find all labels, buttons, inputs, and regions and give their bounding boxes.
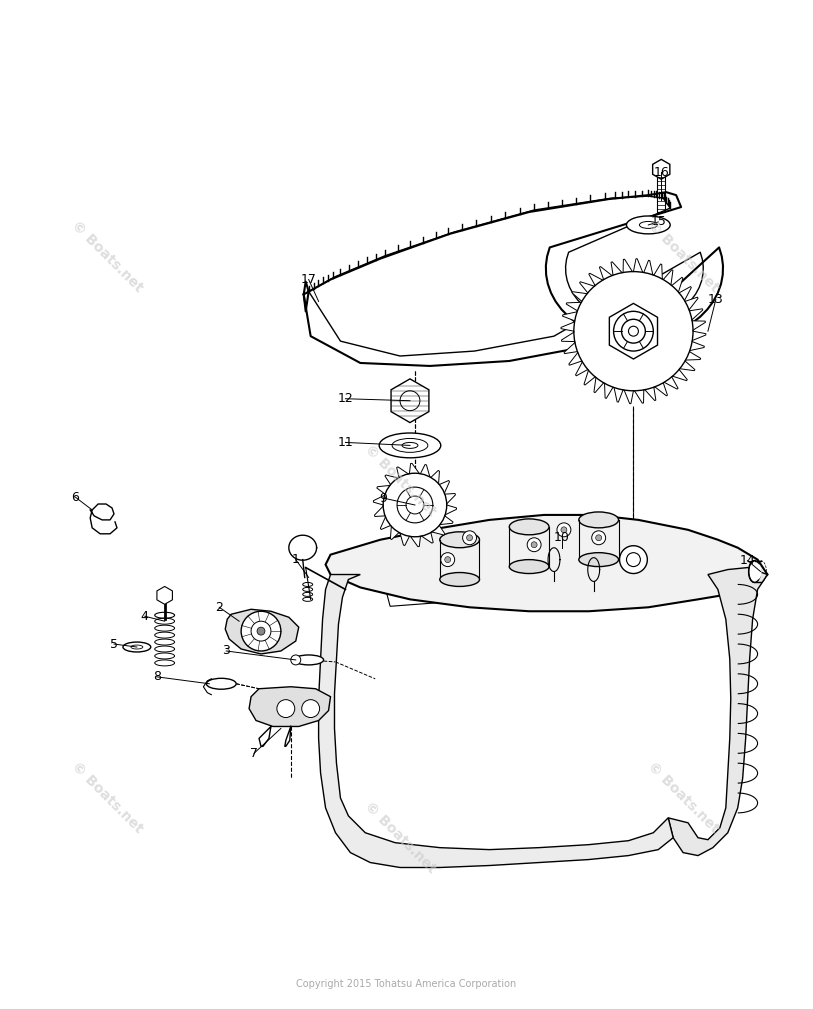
Ellipse shape bbox=[392, 439, 428, 452]
Circle shape bbox=[445, 557, 450, 563]
Text: 17: 17 bbox=[301, 273, 316, 286]
Circle shape bbox=[257, 628, 265, 635]
Circle shape bbox=[241, 611, 280, 651]
Circle shape bbox=[251, 622, 271, 641]
Text: © Boats.net: © Boats.net bbox=[645, 218, 721, 295]
Circle shape bbox=[527, 538, 541, 552]
Ellipse shape bbox=[440, 572, 480, 586]
Ellipse shape bbox=[207, 678, 236, 689]
Circle shape bbox=[557, 523, 571, 537]
Ellipse shape bbox=[579, 553, 619, 567]
Ellipse shape bbox=[123, 642, 150, 652]
Text: 13: 13 bbox=[708, 293, 724, 306]
Text: 3: 3 bbox=[222, 645, 230, 658]
Circle shape bbox=[592, 531, 606, 545]
Text: 10: 10 bbox=[554, 532, 570, 544]
Ellipse shape bbox=[293, 655, 324, 665]
Text: 11: 11 bbox=[337, 436, 354, 449]
Polygon shape bbox=[157, 586, 172, 604]
Text: © Boats.net: © Boats.net bbox=[69, 760, 146, 836]
Text: 7: 7 bbox=[250, 747, 258, 760]
Ellipse shape bbox=[639, 221, 657, 228]
Polygon shape bbox=[319, 574, 673, 868]
Text: © Boats.net: © Boats.net bbox=[645, 760, 721, 836]
Ellipse shape bbox=[509, 519, 549, 535]
Ellipse shape bbox=[402, 442, 418, 448]
Text: 8: 8 bbox=[153, 670, 161, 683]
Text: 5: 5 bbox=[110, 638, 118, 651]
Ellipse shape bbox=[440, 532, 480, 548]
Circle shape bbox=[620, 546, 647, 573]
Text: 6: 6 bbox=[72, 490, 79, 503]
Polygon shape bbox=[653, 159, 670, 180]
Circle shape bbox=[596, 535, 602, 541]
Circle shape bbox=[467, 535, 472, 541]
Circle shape bbox=[277, 699, 295, 717]
Text: 15: 15 bbox=[650, 216, 666, 228]
Polygon shape bbox=[373, 463, 457, 547]
Ellipse shape bbox=[749, 561, 761, 582]
Text: 9: 9 bbox=[379, 491, 387, 504]
Text: 4: 4 bbox=[141, 609, 149, 623]
Text: 2: 2 bbox=[215, 600, 224, 613]
Circle shape bbox=[463, 531, 476, 545]
Polygon shape bbox=[668, 568, 767, 856]
Polygon shape bbox=[610, 304, 658, 359]
Polygon shape bbox=[249, 687, 331, 726]
Text: © Boats.net: © Boats.net bbox=[362, 442, 438, 519]
Text: © Boats.net: © Boats.net bbox=[69, 218, 146, 295]
Text: © Boats.net: © Boats.net bbox=[362, 799, 438, 876]
Text: Copyright 2015 Tohatsu America Corporation: Copyright 2015 Tohatsu America Corporati… bbox=[297, 979, 516, 989]
Text: 1: 1 bbox=[292, 553, 300, 566]
Circle shape bbox=[628, 326, 638, 336]
Circle shape bbox=[291, 655, 301, 665]
Ellipse shape bbox=[627, 216, 670, 234]
Ellipse shape bbox=[379, 433, 441, 458]
Ellipse shape bbox=[131, 645, 143, 649]
Circle shape bbox=[531, 542, 537, 548]
Text: 12: 12 bbox=[337, 393, 354, 406]
Circle shape bbox=[441, 553, 454, 567]
Circle shape bbox=[561, 527, 567, 533]
Ellipse shape bbox=[579, 512, 619, 528]
Polygon shape bbox=[561, 258, 706, 404]
Ellipse shape bbox=[754, 564, 762, 579]
Text: 14: 14 bbox=[740, 554, 755, 567]
Circle shape bbox=[302, 699, 320, 717]
Polygon shape bbox=[325, 515, 767, 611]
Text: 16: 16 bbox=[654, 165, 669, 179]
Circle shape bbox=[627, 553, 641, 567]
Polygon shape bbox=[225, 609, 298, 654]
Ellipse shape bbox=[509, 560, 549, 573]
Polygon shape bbox=[391, 378, 429, 423]
